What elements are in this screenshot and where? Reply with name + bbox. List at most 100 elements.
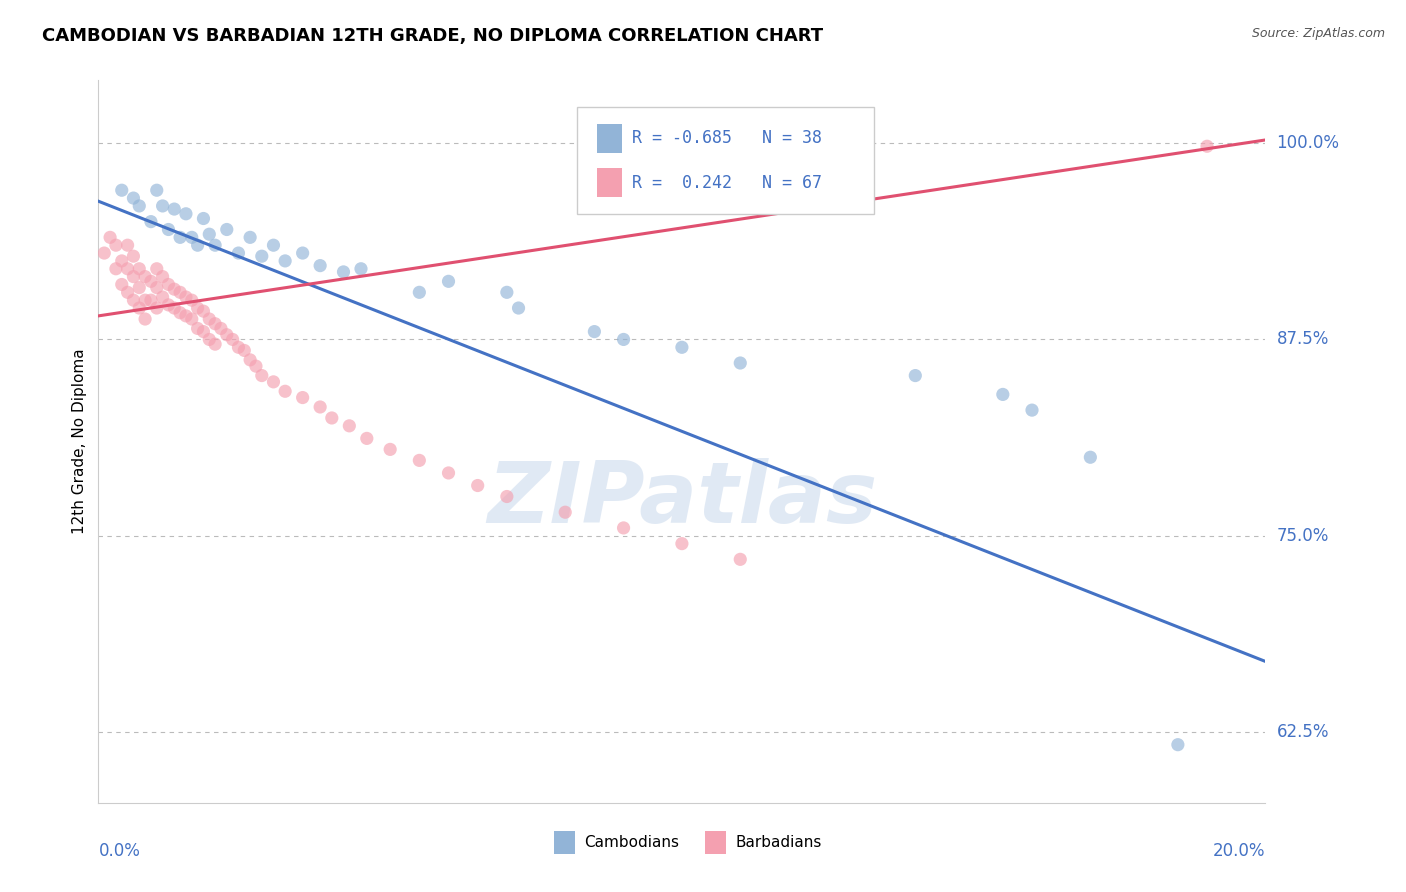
- Point: [117, 261, 139, 276]
- Text: 62.5%: 62.5%: [1277, 723, 1329, 741]
- Point: [380, 442, 402, 457]
- Point: [163, 202, 186, 216]
- Text: 0.0%: 0.0%: [98, 842, 141, 860]
- Text: Cambodians: Cambodians: [583, 835, 679, 850]
- Point: [233, 343, 256, 358]
- Point: [146, 261, 169, 276]
- Point: [198, 312, 221, 326]
- Point: [146, 301, 169, 315]
- Point: [350, 261, 373, 276]
- Point: [612, 521, 634, 535]
- Point: [437, 274, 460, 288]
- Point: [904, 368, 927, 383]
- Point: [157, 298, 180, 312]
- Point: [228, 340, 250, 354]
- Point: [309, 400, 332, 414]
- Text: 20.0%: 20.0%: [1213, 842, 1265, 860]
- Point: [187, 321, 209, 335]
- Point: [496, 285, 519, 300]
- Point: [134, 269, 156, 284]
- Point: [139, 274, 162, 288]
- Point: [408, 453, 430, 467]
- Point: [337, 418, 360, 433]
- Point: [157, 277, 180, 292]
- Point: [117, 238, 139, 252]
- Point: [174, 290, 197, 304]
- Point: [204, 337, 226, 351]
- Text: R =  0.242   N = 67: R = 0.242 N = 67: [631, 174, 821, 192]
- Point: [128, 261, 150, 276]
- Point: [239, 230, 262, 244]
- Point: [508, 301, 530, 315]
- Point: [122, 249, 145, 263]
- Point: [554, 505, 576, 519]
- Point: [104, 238, 127, 252]
- Point: [408, 285, 430, 300]
- Text: 100.0%: 100.0%: [1277, 134, 1340, 153]
- Point: [437, 466, 460, 480]
- Point: [193, 325, 215, 339]
- Point: [332, 265, 354, 279]
- Point: [122, 269, 145, 284]
- Point: [1021, 403, 1043, 417]
- Point: [139, 293, 162, 308]
- Point: [139, 214, 162, 228]
- Point: [291, 246, 314, 260]
- FancyBboxPatch shape: [576, 107, 875, 214]
- Point: [128, 199, 150, 213]
- Point: [221, 333, 243, 347]
- Point: [262, 238, 284, 252]
- Point: [356, 431, 378, 445]
- Point: [187, 238, 209, 252]
- Point: [198, 227, 221, 242]
- Point: [163, 282, 186, 296]
- Point: [163, 301, 186, 315]
- Point: [991, 387, 1014, 401]
- Point: [193, 304, 215, 318]
- Point: [152, 199, 174, 213]
- Point: [309, 259, 332, 273]
- Text: CAMBODIAN VS BARBADIAN 12TH GRADE, NO DIPLOMA CORRELATION CHART: CAMBODIAN VS BARBADIAN 12TH GRADE, NO DI…: [42, 27, 824, 45]
- Point: [169, 285, 191, 300]
- Point: [122, 293, 145, 308]
- Point: [1195, 139, 1218, 153]
- Point: [228, 246, 250, 260]
- Point: [1080, 450, 1102, 465]
- Point: [98, 230, 121, 244]
- Point: [250, 249, 273, 263]
- Point: [730, 356, 752, 370]
- Point: [1167, 738, 1189, 752]
- Text: Barbadians: Barbadians: [735, 835, 823, 850]
- Point: [274, 254, 297, 268]
- Point: [239, 352, 262, 367]
- Point: [496, 490, 519, 504]
- Point: [583, 325, 606, 339]
- Point: [134, 293, 156, 308]
- Point: [198, 333, 221, 347]
- Text: R = -0.685   N = 38: R = -0.685 N = 38: [631, 129, 821, 147]
- Point: [152, 269, 174, 284]
- Point: [128, 280, 150, 294]
- Text: ZIPatlas: ZIPatlas: [486, 458, 877, 541]
- Point: [93, 246, 115, 260]
- Point: [187, 301, 209, 315]
- Point: [169, 306, 191, 320]
- Point: [146, 183, 169, 197]
- Point: [180, 230, 202, 244]
- Text: 75.0%: 75.0%: [1277, 527, 1329, 545]
- Point: [174, 309, 197, 323]
- Point: [146, 280, 169, 294]
- Point: [215, 327, 238, 342]
- Point: [111, 277, 134, 292]
- Point: [111, 254, 134, 268]
- Point: [204, 238, 226, 252]
- Point: [274, 384, 297, 399]
- FancyBboxPatch shape: [596, 124, 623, 153]
- Point: [104, 261, 127, 276]
- Point: [128, 301, 150, 315]
- Point: [180, 312, 202, 326]
- Text: 87.5%: 87.5%: [1277, 330, 1329, 349]
- Point: [612, 333, 634, 347]
- Point: [157, 222, 180, 236]
- Y-axis label: 12th Grade, No Diploma: 12th Grade, No Diploma: [72, 349, 87, 534]
